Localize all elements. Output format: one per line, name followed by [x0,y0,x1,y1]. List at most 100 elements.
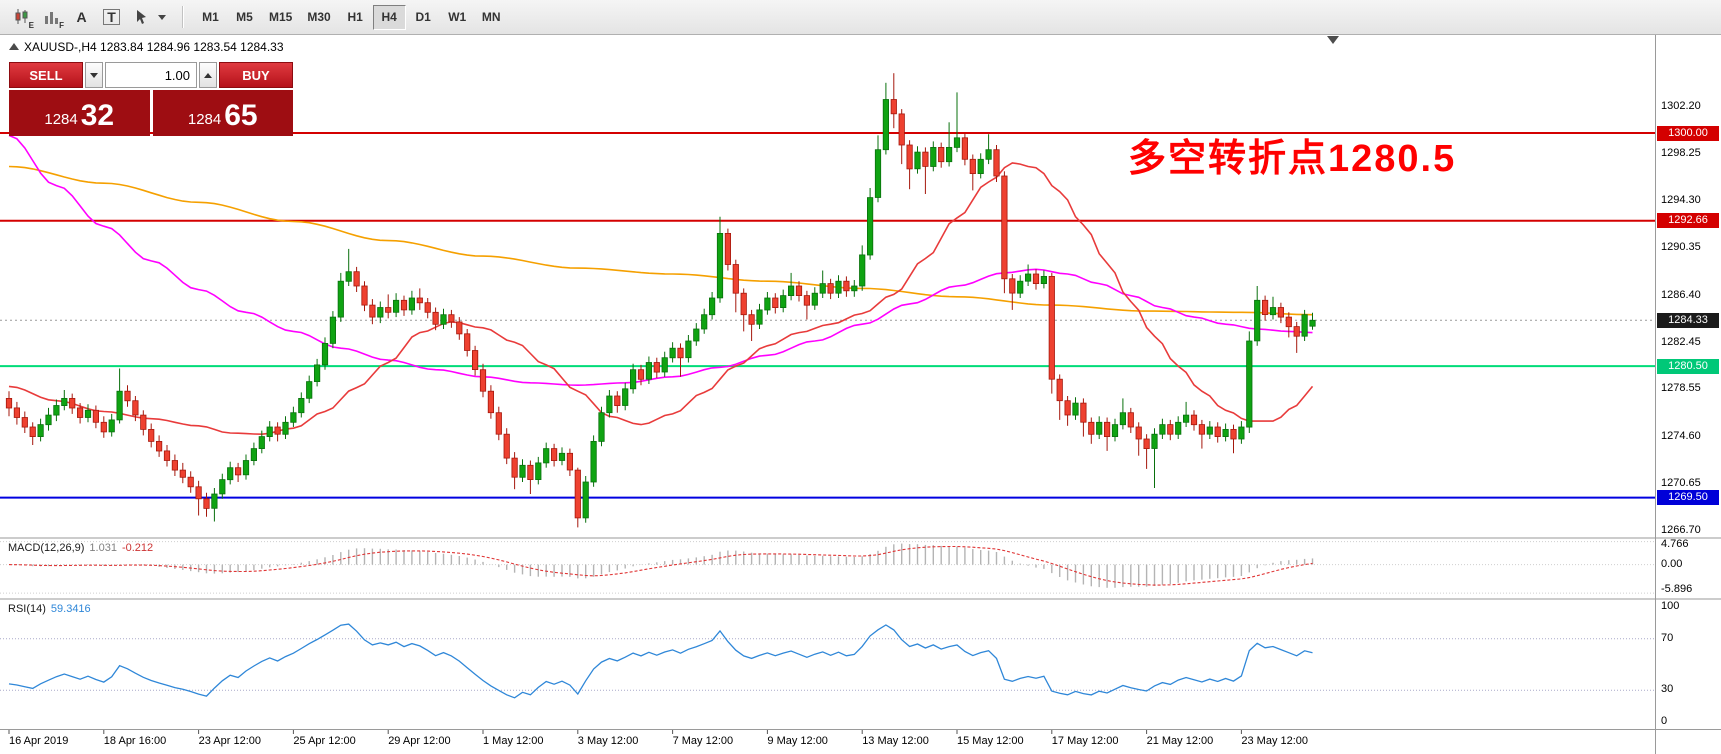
ask-price-display[interactable]: 1284 65 [152,90,293,136]
ma-slow-orange[interactable] [8,165,1313,316]
candle-body [361,285,368,306]
time-scale[interactable] [0,730,1656,754]
macd-title: MACD(12,26,9) [8,542,85,554]
toolbar-separator [182,6,184,28]
one-click-toggle-icon[interactable] [9,43,19,50]
tf-button-h4[interactable]: H4 [372,4,406,30]
macd-signal-line [8,545,1313,586]
candle-body [1238,426,1245,440]
candle-body [353,271,360,287]
one-click-trading-panel: SELL BUY 1284 32 1284 65 [9,62,293,136]
candle-body [195,486,202,500]
chart-annotation-text[interactable]: 多空转折点1280.5 [1128,138,1457,180]
candle-body [100,421,107,433]
rsi-indicator-label: RSI(14) 59.3416 [8,603,91,615]
tf-button-w1[interactable]: W1 [441,5,474,30]
candle-body [1064,400,1071,416]
candle-body [1096,421,1103,435]
price-scale[interactable] [1656,35,1721,729]
candle-body [1127,412,1134,428]
candle-body [124,390,131,402]
candle-body [890,99,897,115]
chart-info-line: XAUUSD-,H4 1283.84 1284.96 1283.54 1284.… [24,40,284,54]
tf-button-m15[interactable]: M15 [262,5,299,30]
candle-body [219,479,226,495]
candle-body [1262,299,1269,315]
candle-body [471,350,479,371]
candle-body [369,304,376,318]
candle-body [961,137,969,160]
candle-body [985,149,992,160]
cursor-glyph [136,10,146,24]
trade-panel-prices: 1284 32 1284 65 [9,90,293,136]
tf-button-m1[interactable]: M1 [194,5,227,30]
buy-button[interactable]: BUY [219,62,293,88]
candlestick-chart-icon[interactable]: E [8,5,35,30]
candle-body [456,321,463,335]
candle-body [922,151,929,167]
candle-body [1293,326,1300,337]
candle-body [1190,414,1198,426]
bars-glyph [44,12,58,24]
candle-body [385,307,392,313]
candle-body [1119,412,1126,426]
rsi-title: RSI(14) [8,603,46,615]
candle-body [645,362,653,380]
candle-body [408,297,416,311]
timeframe-toolbar: M1 M5 M15 M30 H1 H4 D1 W1 MN [194,4,509,30]
ask-price-main: 1284 [187,111,222,128]
rsi-pane [0,623,1655,699]
cursor-tool-icon[interactable] [128,5,155,30]
tf-button-mn[interactable]: MN [475,5,508,30]
volume-input[interactable] [105,62,197,88]
candle-body [108,419,115,433]
candle-body [1056,378,1063,402]
text-tool-icon[interactable]: A [68,5,95,30]
candle-body [132,400,139,416]
chevron-down-icon[interactable] [158,14,166,20]
volume-up-button[interactable] [199,62,217,88]
candle-body [234,467,242,476]
tf-button-h1[interactable]: H1 [339,5,372,30]
sell-button[interactable]: SELL [9,62,83,88]
candle-body [1254,299,1261,342]
bar-chart-icon[interactable]: F [38,5,65,30]
triangle-up-icon [204,72,212,78]
candle-body [819,283,826,294]
candle-body [867,197,874,256]
candle-body [946,146,953,163]
candle-body [630,369,637,390]
macd-value-main: 1.031 [89,542,117,554]
candle-body [764,297,771,311]
rsi-line [8,623,1313,699]
tf-button-m5[interactable]: M5 [228,5,261,30]
bid-price-pips: 32 [80,99,115,132]
volume-down-button[interactable] [85,62,103,88]
candle-body [574,469,581,519]
tf-button-d1[interactable]: D1 [407,5,440,30]
ma-fast-red[interactable] [8,162,1314,436]
pane-separators[interactable] [0,35,1721,754]
candle-body [227,467,234,481]
candle-body [977,158,984,175]
candle-body [282,421,289,435]
candlestick-glyph [15,9,27,24]
candle-body [37,424,44,438]
candle-body [116,390,123,421]
candle-body [155,440,163,452]
tool-badge: F [59,20,64,30]
tf-button-m30[interactable]: M30 [300,5,337,30]
candle-body [535,462,542,480]
candle-body [140,414,147,430]
candle-body [1230,428,1237,440]
bid-price-display[interactable]: 1284 32 [9,90,150,136]
candle-body [1183,414,1190,423]
candle-body [685,340,692,359]
chart-shift-marker[interactable] [1327,36,1339,44]
ma-medium-magenta[interactable] [8,134,1313,387]
candle-body [84,409,92,418]
candle-body [874,149,882,198]
template-tool-icon[interactable]: T [98,5,125,30]
candle-body [329,316,337,344]
